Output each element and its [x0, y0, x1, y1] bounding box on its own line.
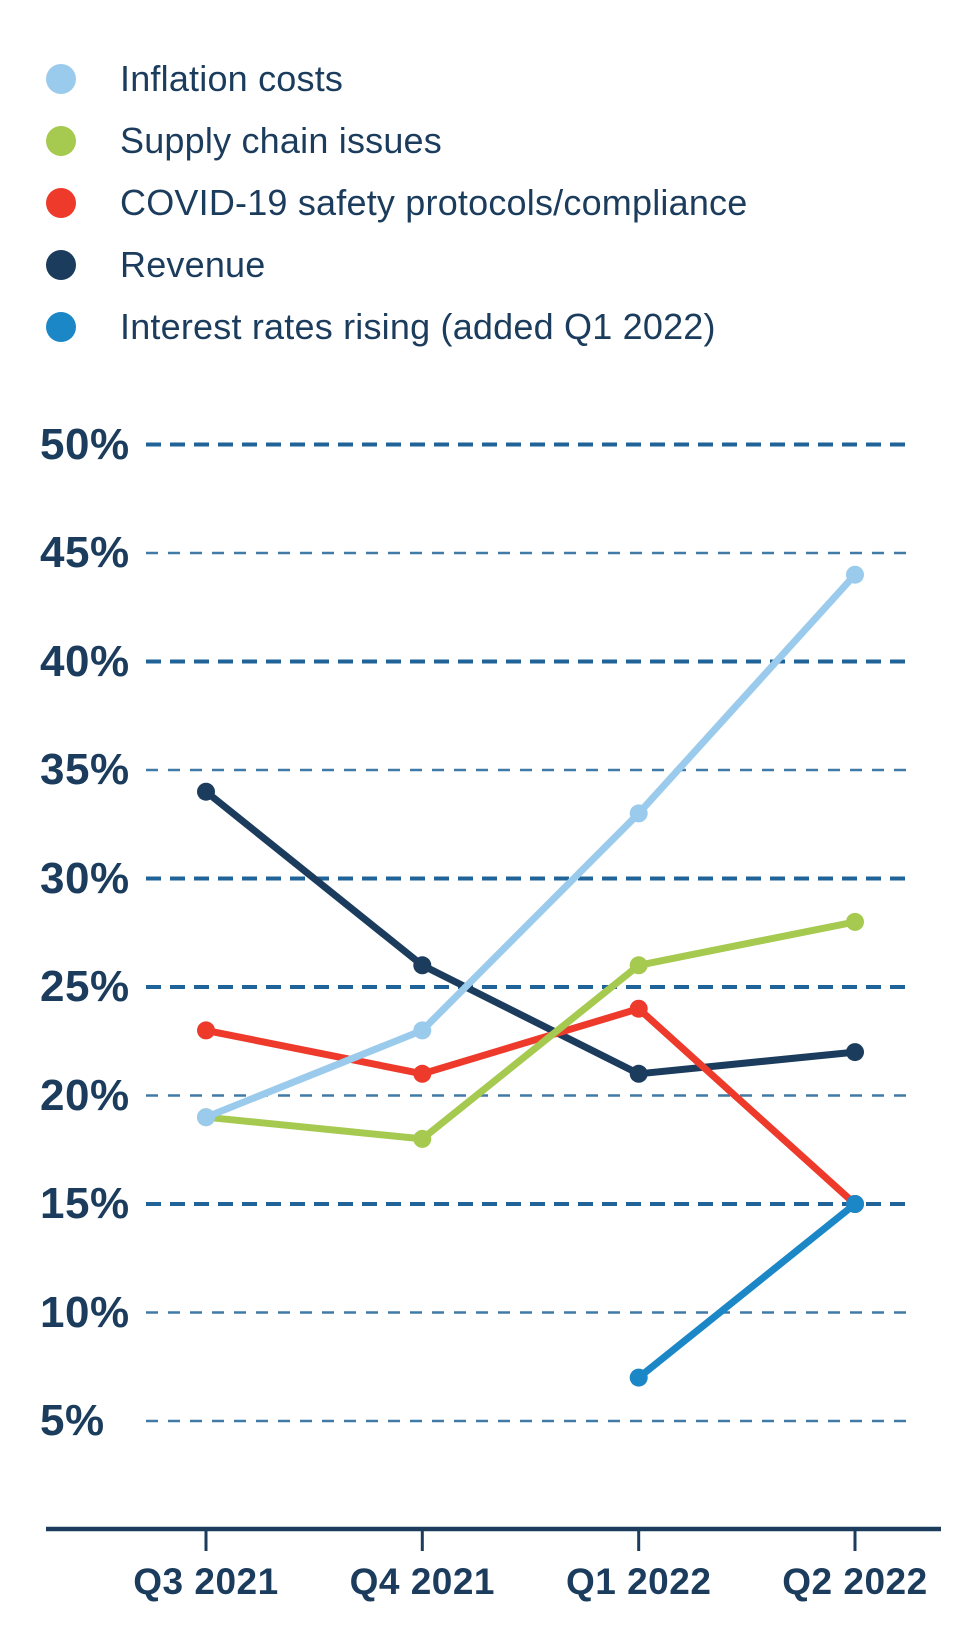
- legend-dot-interest-rates-rising-added-q1-2022: [46, 312, 76, 342]
- legend-dot-covid-19-safety-protocols-compliance: [46, 188, 76, 218]
- x-axis-label-q1-2022: Q1 2022: [565, 1561, 712, 1602]
- legend-item-supply-chain-issues: Supply chain issues: [46, 110, 747, 172]
- y-axis-label-50: 50%: [40, 419, 130, 469]
- y-axis-label-25: 25%: [40, 962, 130, 1011]
- marker-inflation-costs-q2-2022: [846, 565, 864, 584]
- legend-dot-inflation-costs: [46, 64, 76, 94]
- x-axis-label-q2-2022: Q2 2022: [782, 1561, 928, 1602]
- legend-item-inflation-costs: Inflation costs: [46, 48, 747, 110]
- marker-interest-rates-rising-added-q1-2022-q1-2022: [629, 1368, 648, 1387]
- marker-revenue-q2-2022: [846, 1043, 864, 1062]
- marker-revenue-q3-2021: [197, 782, 215, 801]
- marker-inflation-costs-q3-2021: [197, 1108, 215, 1127]
- marker-interest-rates-rising-added-q1-2022-q2-2022: [846, 1195, 864, 1213]
- series-line-inflation-costs: [202, 571, 859, 1121]
- y-axis-label-35: 35%: [40, 745, 130, 794]
- marker-supply-chain-issues-q2-2022: [846, 912, 864, 931]
- y-axis-label-45: 45%: [40, 528, 130, 577]
- x-axis-label-q3-2021: Q3 2021: [133, 1561, 279, 1602]
- marker-inflation-costs-q4-2021: [413, 1021, 432, 1040]
- marker-covid-19-safety-protocols-compliance-q3-2021: [197, 1021, 215, 1040]
- marker-inflation-costs-q1-2022: [629, 804, 648, 823]
- y-axis-label-20: 20%: [40, 1070, 130, 1120]
- series-line-revenue: [202, 788, 859, 1078]
- marker-revenue-q1-2022: [629, 1064, 648, 1083]
- y-axis-label-10: 10%: [40, 1287, 130, 1337]
- series-line-interest-rates-rising-added-q1-2022: [635, 1200, 859, 1382]
- legend-label: COVID-19 safety protocols/compliance: [120, 182, 748, 223]
- legend-label: Inflation costs: [120, 58, 344, 99]
- y-axis-label-15: 15%: [40, 1179, 130, 1228]
- marker-supply-chain-issues-q1-2022: [629, 956, 648, 975]
- legend-label: Revenue: [120, 244, 266, 285]
- legend-dot-revenue: [46, 250, 76, 280]
- x-axis-label-q4-2021: Q4 2021: [349, 1561, 496, 1602]
- series-line-supply-chain-issues: [202, 918, 859, 1143]
- marker-covid-19-safety-protocols-compliance-q1-2022: [629, 999, 648, 1018]
- legend-item-interest-rates-rising-added-q1-2022: Interest rates rising (added Q1 2022): [46, 296, 747, 358]
- legend-item-covid-19-safety-protocols-compliance: COVID-19 safety protocols/compliance: [46, 172, 747, 234]
- chart-legend: Inflation costs Supply chain issues COVID-…: [46, 48, 747, 358]
- marker-supply-chain-issues-q4-2021: [413, 1129, 432, 1148]
- legend-label: Interest rates rising (added Q1 2022): [120, 306, 716, 347]
- y-axis-label-40: 40%: [40, 636, 130, 686]
- series-line-covid-19-safety-protocols-compliance: [202, 1005, 859, 1208]
- y-axis-label-5: 5%: [40, 1396, 105, 1445]
- y-axis-label-30: 30%: [40, 853, 130, 903]
- marker-revenue-q4-2021: [413, 956, 432, 975]
- marker-covid-19-safety-protocols-compliance-q4-2021: [413, 1064, 432, 1083]
- legend-dot-supply-chain-issues: [46, 126, 76, 156]
- legend-item-revenue: Revenue: [46, 234, 747, 296]
- legend-label: Supply chain issues: [120, 120, 442, 161]
